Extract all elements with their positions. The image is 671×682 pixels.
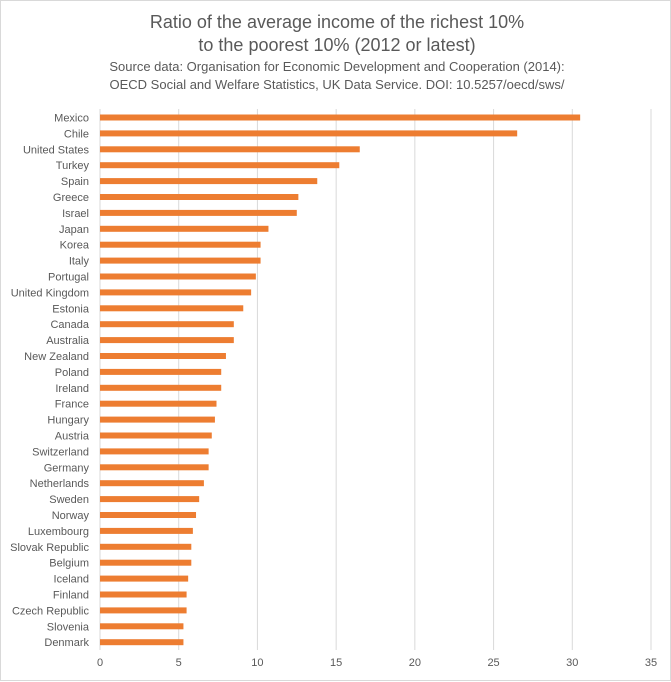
bar [100, 353, 226, 359]
bar [100, 241, 261, 248]
bar [100, 321, 234, 328]
bar [100, 512, 197, 518]
bar [100, 162, 340, 169]
category-label: Italy [69, 256, 90, 268]
category-label: Switzerland [32, 446, 89, 458]
category-label: Turkey [56, 160, 90, 172]
bar [100, 448, 209, 455]
bar [100, 130, 518, 137]
bar [100, 305, 244, 312]
x-tick-label: 10 [251, 657, 263, 669]
category-label: Poland [55, 367, 89, 379]
chart-title-line1: Ratio of the average income of the riche… [150, 12, 524, 32]
bars [100, 114, 581, 646]
bar [100, 559, 192, 566]
bar [100, 368, 222, 375]
category-label: France [55, 399, 89, 411]
chart-subtitle-line1: Source data: Organisation for Economic D… [109, 59, 564, 74]
category-label: Luxembourg [28, 526, 89, 538]
x-tick-label: 15 [330, 657, 342, 669]
bar [100, 384, 222, 391]
category-label: Germany [44, 462, 90, 474]
category-label: Norway [52, 510, 90, 522]
chart-title-line2: to the poorest 10% (2012 or latest) [198, 35, 475, 55]
chart-subtitle-line2: OECD Social and Welfare Statistics, UK D… [110, 77, 565, 92]
category-label: Iceland [54, 574, 89, 586]
category-label: Netherlands [30, 478, 90, 490]
bar [100, 496, 200, 503]
bar [100, 464, 209, 471]
x-tick-label: 35 [645, 657, 657, 669]
x-tick-label: 5 [176, 657, 182, 669]
bar [100, 416, 215, 423]
category-label: Slovak Republic [10, 542, 89, 554]
bar [100, 480, 204, 487]
bar [100, 114, 581, 121]
category-label: Greece [53, 192, 89, 204]
x-tick-label: 0 [97, 657, 103, 669]
category-label: Estonia [52, 303, 90, 315]
x-tick-label: 20 [409, 657, 421, 669]
bar [100, 273, 256, 280]
bar [100, 225, 269, 232]
category-label: Czech Republic [12, 605, 90, 617]
bar [100, 289, 252, 296]
category-label: Ireland [55, 383, 89, 395]
category-label: Sweden [49, 494, 89, 506]
category-label: Korea [60, 240, 90, 252]
category-label: Japan [59, 224, 89, 236]
bar [100, 607, 187, 614]
category-label: Mexico [54, 113, 89, 125]
bar [100, 178, 318, 185]
category-label: United Kingdom [11, 287, 89, 299]
category-label: Canada [50, 319, 89, 331]
x-tick-label: 25 [487, 657, 499, 669]
category-label: Denmark [44, 637, 89, 649]
category-labels: Mexico Chile United States Turkey Spain Greec… [10, 113, 90, 650]
category-label: Hungary [47, 415, 89, 427]
x-axis-tick-labels: 0 5 10 15 20 25 30 35 [97, 657, 657, 669]
bar [100, 146, 360, 153]
bar [100, 575, 189, 582]
bar [100, 257, 261, 264]
category-label: Australia [46, 335, 90, 347]
category-label: Austria [55, 431, 90, 443]
bar [100, 400, 217, 407]
category-label: Belgium [49, 558, 89, 570]
bar [100, 432, 212, 439]
category-label: Finland [53, 590, 89, 602]
bar [100, 543, 192, 550]
bar [100, 623, 184, 630]
x-tick-label: 30 [566, 657, 578, 669]
category-label: Chile [64, 128, 89, 140]
bar [100, 194, 299, 200]
bar [100, 337, 234, 344]
bar [100, 639, 184, 646]
bar [100, 527, 193, 534]
category-label: New Zealand [24, 351, 89, 363]
category-label: United States [23, 144, 90, 156]
category-label: Portugal [48, 272, 89, 284]
gridlines [99, 109, 652, 650]
bar [100, 209, 297, 216]
bar [100, 591, 187, 598]
category-label: Slovenia [47, 621, 90, 633]
category-label: Spain [61, 176, 89, 188]
category-label: Israel [62, 208, 89, 220]
